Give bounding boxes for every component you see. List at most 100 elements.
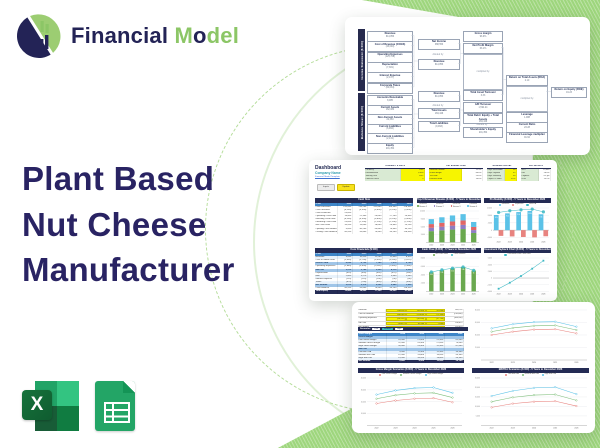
table-cell: 3,700 (352, 268, 368, 272)
table-cell: 201,080 (425, 309, 446, 313)
table-row: Payback 3.2 yrs (521, 174, 551, 179)
flow-box-value: 184,446 (434, 112, 444, 115)
table-cell: 2,800 (337, 274, 353, 278)
svg-text:2022: 2022 (375, 428, 379, 430)
table-cell: 27,100 (383, 215, 398, 219)
table-row: Operating Expenses (2,840) (3,030) (3,240)(… (315, 265, 413, 269)
table-cell: Gross Margin (358, 336, 388, 339)
flow-box: Total Assets 184,446 (418, 108, 460, 119)
table-cell: 5 (401, 178, 425, 182)
table-cell: 7,190 (367, 262, 383, 266)
table-cell: (68,010) (386, 313, 407, 317)
table-row: Gross Margin (358, 336, 464, 339)
table-cell: Closing Cash Balance (315, 230, 338, 234)
table-cell: Operating Expenses (315, 265, 338, 269)
table-cell: 12,500 (387, 354, 407, 357)
svg-text:2025: 2025 (530, 242, 534, 244)
table-cell: 3,950 (367, 268, 383, 272)
table-cell: 3,270 (352, 274, 368, 278)
table-cell: 31,500 (425, 345, 445, 348)
svg-text:-4,000: -4,000 (487, 291, 492, 293)
table-cell: Taxes (315, 281, 338, 285)
table-cell: Currency (365, 168, 402, 172)
table-row: IRR 28.4% (521, 171, 551, 175)
flow-box-label: Shareholder's Equity (470, 128, 496, 132)
table-cell: 585,795 (445, 309, 464, 313)
table-cell: 7,570 (382, 262, 398, 266)
table-row: Medium EBITDA 12,500 14,800 16,000 43,300 (358, 354, 464, 357)
table-cell: Low EBITDA (358, 351, 388, 354)
table-row: Financing Cash Flow 25,000 (1,200) (1,200)(… (315, 221, 413, 225)
table-cell: 9,500 (387, 351, 407, 354)
table-cell: EBITDA (358, 321, 387, 325)
table-header-cell: 2025 (406, 333, 426, 336)
table-cell: Net Cash Flow (315, 224, 338, 228)
table-cell: 21,900 (397, 290, 413, 294)
table-cell: (2,680) (397, 265, 413, 269)
svg-text:4,000: 4,000 (488, 265, 492, 267)
table-cell: (72,390) (425, 313, 446, 317)
legend-item: Revenue Stream 4 (467, 203, 481, 209)
svg-text:5.1k: 5.1k (440, 272, 443, 274)
table-cell: High EBITDA (358, 357, 388, 360)
table-header-cell: $ 000 (315, 202, 338, 206)
table-cell: 5,000 (338, 227, 353, 231)
table-cell: (80) (397, 277, 413, 282)
table-row: Net Income 8,400 9,900 10,800 29,100 (358, 360, 464, 363)
table-row: Days Inventory 60 (487, 174, 517, 179)
table-cell: 66,675 (386, 321, 407, 325)
table-header-cell: Total (444, 333, 464, 336)
flow-box-value: 22,363 (386, 118, 394, 121)
table-row: Cash Balance 40,200 55,800 74,400 95,200 118,… (315, 287, 413, 291)
table-row: Low EBITDA 9,500 11,500 12,500 33,500 (358, 351, 464, 354)
svg-text:25,000: 25,000 (475, 378, 480, 380)
table-cell: 2022 (401, 174, 425, 179)
table-cell: High Gross Margin (358, 345, 388, 348)
table-cell: 35,200 (338, 224, 353, 228)
table-cell: 6,050 (337, 262, 353, 266)
svg-text:9.1k: 9.1k (506, 216, 509, 218)
table-cell: (3,790) (352, 259, 368, 263)
table-cell: CapEx % Sales (487, 178, 505, 182)
table-cell: 10,800 (425, 360, 445, 363)
table-cell: 20,800 (383, 224, 398, 228)
table-cell: (4,800) (368, 208, 383, 213)
table-cell: IRR (521, 171, 539, 175)
legend-swatch (417, 205, 419, 208)
google-sheets-icon (95, 381, 135, 431)
scenario-selector-item: Scenarios (360, 328, 371, 331)
svg-text:2022: 2022 (490, 428, 494, 430)
svg-text:2024: 2024 (519, 242, 523, 244)
flow-operator-box: multiplied by (463, 54, 503, 90)
table-cell: 53,500 (444, 357, 464, 360)
table-cell: 195,810 (406, 309, 426, 313)
dashboard-cash-flow-table-title: Cash flow (315, 198, 413, 203)
scenario-top-chart: 15,000 30,000 45,000 60,000 2022 2023 2024 2025… (472, 308, 589, 364)
table-cell: Gross Profit (315, 262, 338, 266)
table-cell: (890) (382, 281, 398, 285)
flow-box-value: 614,853 (434, 95, 444, 98)
table-cell: (3,400) (337, 259, 353, 263)
table-cell: (57,700) (425, 317, 446, 321)
table-cell: Depreciation (315, 271, 338, 275)
table-cell: 12,480 (538, 168, 551, 172)
profitability-chart-legend: Revenue Expenses EBITDA (484, 203, 551, 206)
table-header-cell: 2023 (352, 202, 368, 206)
legend-item: Revenue Stream 3 (450, 203, 465, 209)
table-cell: 55,800 (368, 227, 383, 231)
svg-text:2026: 2026 (541, 242, 545, 244)
table-row: Cash Financed 25,000- - - - (315, 212, 413, 216)
flow-box-value: 8,085 (387, 99, 393, 102)
table-row: Low Gross Margin 18,500 21,000 22,500 62,000 (358, 339, 464, 342)
table-cell: Tax Rate (429, 174, 462, 179)
table-cell: Interest Expense (315, 277, 338, 282)
table-cell: 19,800 (425, 357, 445, 360)
scenario-selector-item: Low (372, 328, 381, 331)
svg-text:2023: 2023 (511, 428, 515, 430)
table-cell: Cash Invested (315, 208, 338, 213)
svg-text:2025: 2025 (553, 362, 557, 364)
table-cell: (120) (337, 277, 353, 282)
table-cell: 15,600 (353, 224, 368, 228)
cash-flow-chart-legend: Net Cash Flow Cash Balance (417, 253, 481, 256)
table-row: Operating Cash Flow 18,400 21,300 24,600 27,… (315, 215, 413, 219)
